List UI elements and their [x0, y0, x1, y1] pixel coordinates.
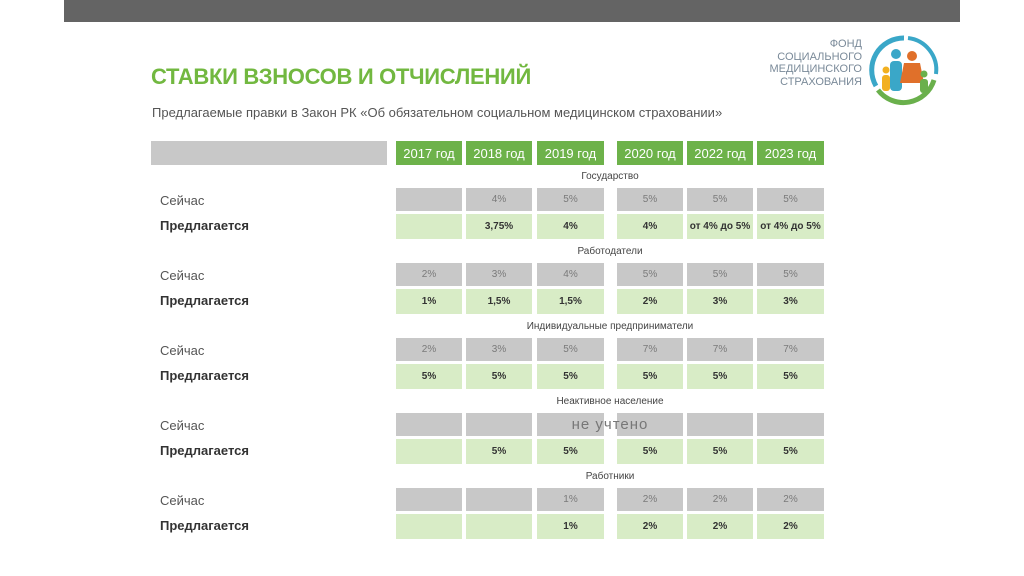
cell [396, 214, 462, 239]
row-label: Сейчас [160, 268, 205, 283]
cell: 5% [757, 439, 824, 464]
cell: 5% [617, 439, 683, 464]
cell: 4% [537, 263, 604, 286]
column-header: 2022 год [687, 141, 753, 165]
cell: 7% [617, 338, 683, 361]
cell: 5% [396, 364, 462, 389]
cell: 7% [757, 338, 824, 361]
cell [396, 439, 462, 464]
cell: 1% [537, 514, 604, 539]
row-label: Предлагается [160, 293, 249, 308]
cell: 5% [466, 439, 532, 464]
top-bar [64, 0, 960, 22]
cell [466, 488, 532, 511]
subtitle: Предлагаемые правки в Закон РК «Об обяза… [152, 105, 723, 120]
cell [396, 488, 462, 511]
row-label: Сейчас [160, 493, 205, 508]
row-label: Предлагается [160, 443, 249, 458]
section-name: Работодатели [577, 246, 643, 257]
cell: 5% [687, 263, 753, 286]
logo-line: МЕДИЦИНСКОГО [769, 63, 862, 75]
row-label: Сейчас [160, 193, 205, 208]
cell: 5% [687, 439, 753, 464]
cell: 2% [396, 338, 462, 361]
cell: 2% [757, 488, 824, 511]
column-header: 2023 год [757, 141, 824, 165]
row-label: Предлагается [160, 518, 249, 533]
column-header: 2018 год [466, 141, 532, 165]
cell: 3% [757, 289, 824, 314]
cell [757, 413, 824, 436]
column-header: 2020 год [617, 141, 683, 165]
cell: от 4% до 5% [757, 214, 824, 239]
logo-text: ФОНД СОЦИАЛЬНОГО МЕДИЦИНСКОГО СТРАХОВАНИЯ [769, 38, 862, 88]
cell: 7% [687, 338, 753, 361]
cell: 5% [617, 364, 683, 389]
cell: 5% [466, 364, 532, 389]
logo-line: СОЦИАЛЬНОГО [777, 50, 862, 63]
cell: 2% [617, 488, 683, 511]
section-name: Индивидуальные предприниматели [526, 321, 694, 332]
cell: 5% [537, 188, 604, 211]
cell: 1,5% [466, 289, 532, 314]
logo-arc [876, 79, 937, 106]
section-name: Неактивное население [556, 396, 664, 407]
cell: 5% [537, 338, 604, 361]
cell [396, 413, 462, 436]
cell: 4% [537, 214, 604, 239]
logo-arc [869, 35, 905, 88]
cell: 2% [757, 514, 824, 539]
cell: 2% [687, 514, 753, 539]
cell: 4% [617, 214, 683, 239]
cell: 3% [466, 338, 532, 361]
cell: 5% [537, 364, 604, 389]
cell: от 4% до 5% [687, 214, 753, 239]
cell: 5% [617, 188, 683, 211]
cell: 2% [617, 514, 683, 539]
logo-arc [907, 36, 939, 75]
cell: 3% [687, 289, 753, 314]
cell: 4% [466, 188, 532, 211]
cell [687, 413, 753, 436]
cell [537, 413, 604, 436]
cell: 5% [687, 188, 753, 211]
cell [617, 413, 683, 436]
cell: 1,5% [537, 289, 604, 314]
cell: 5% [617, 263, 683, 286]
cell: 2% [396, 263, 462, 286]
cell [396, 188, 462, 211]
cell: 1% [537, 488, 604, 511]
cell: 5% [757, 263, 824, 286]
cell: 3,75% [466, 214, 532, 239]
row-label: Сейчас [160, 418, 205, 433]
column-header: 2017 год [396, 141, 462, 165]
column-header: 2019 год [537, 141, 604, 165]
logo-line: ФОНД [829, 38, 862, 50]
cell: 5% [687, 364, 753, 389]
row-label: Сейчас [160, 343, 205, 358]
note: не учтено [571, 416, 649, 433]
cell: 5% [537, 439, 604, 464]
header-blank [151, 141, 387, 165]
cell: 1% [396, 289, 462, 314]
cell [396, 514, 462, 539]
logo-line: СТРАХОВАНИЯ [780, 75, 862, 88]
section-name: Государство [581, 171, 639, 182]
title: СТАВКИ ВЗНОСОВ И ОТЧИСЛЕНИЙ [151, 64, 531, 89]
cell: 5% [757, 188, 824, 211]
cell: 2% [617, 289, 683, 314]
cell: 5% [757, 364, 824, 389]
cell [466, 514, 532, 539]
row-label: Предлагается [160, 368, 249, 383]
cell: 3% [466, 263, 532, 286]
logo [869, 35, 939, 106]
cell: 2% [687, 488, 753, 511]
section-name: Работники [585, 471, 635, 482]
row-label: Предлагается [160, 218, 249, 233]
cell [466, 413, 532, 436]
